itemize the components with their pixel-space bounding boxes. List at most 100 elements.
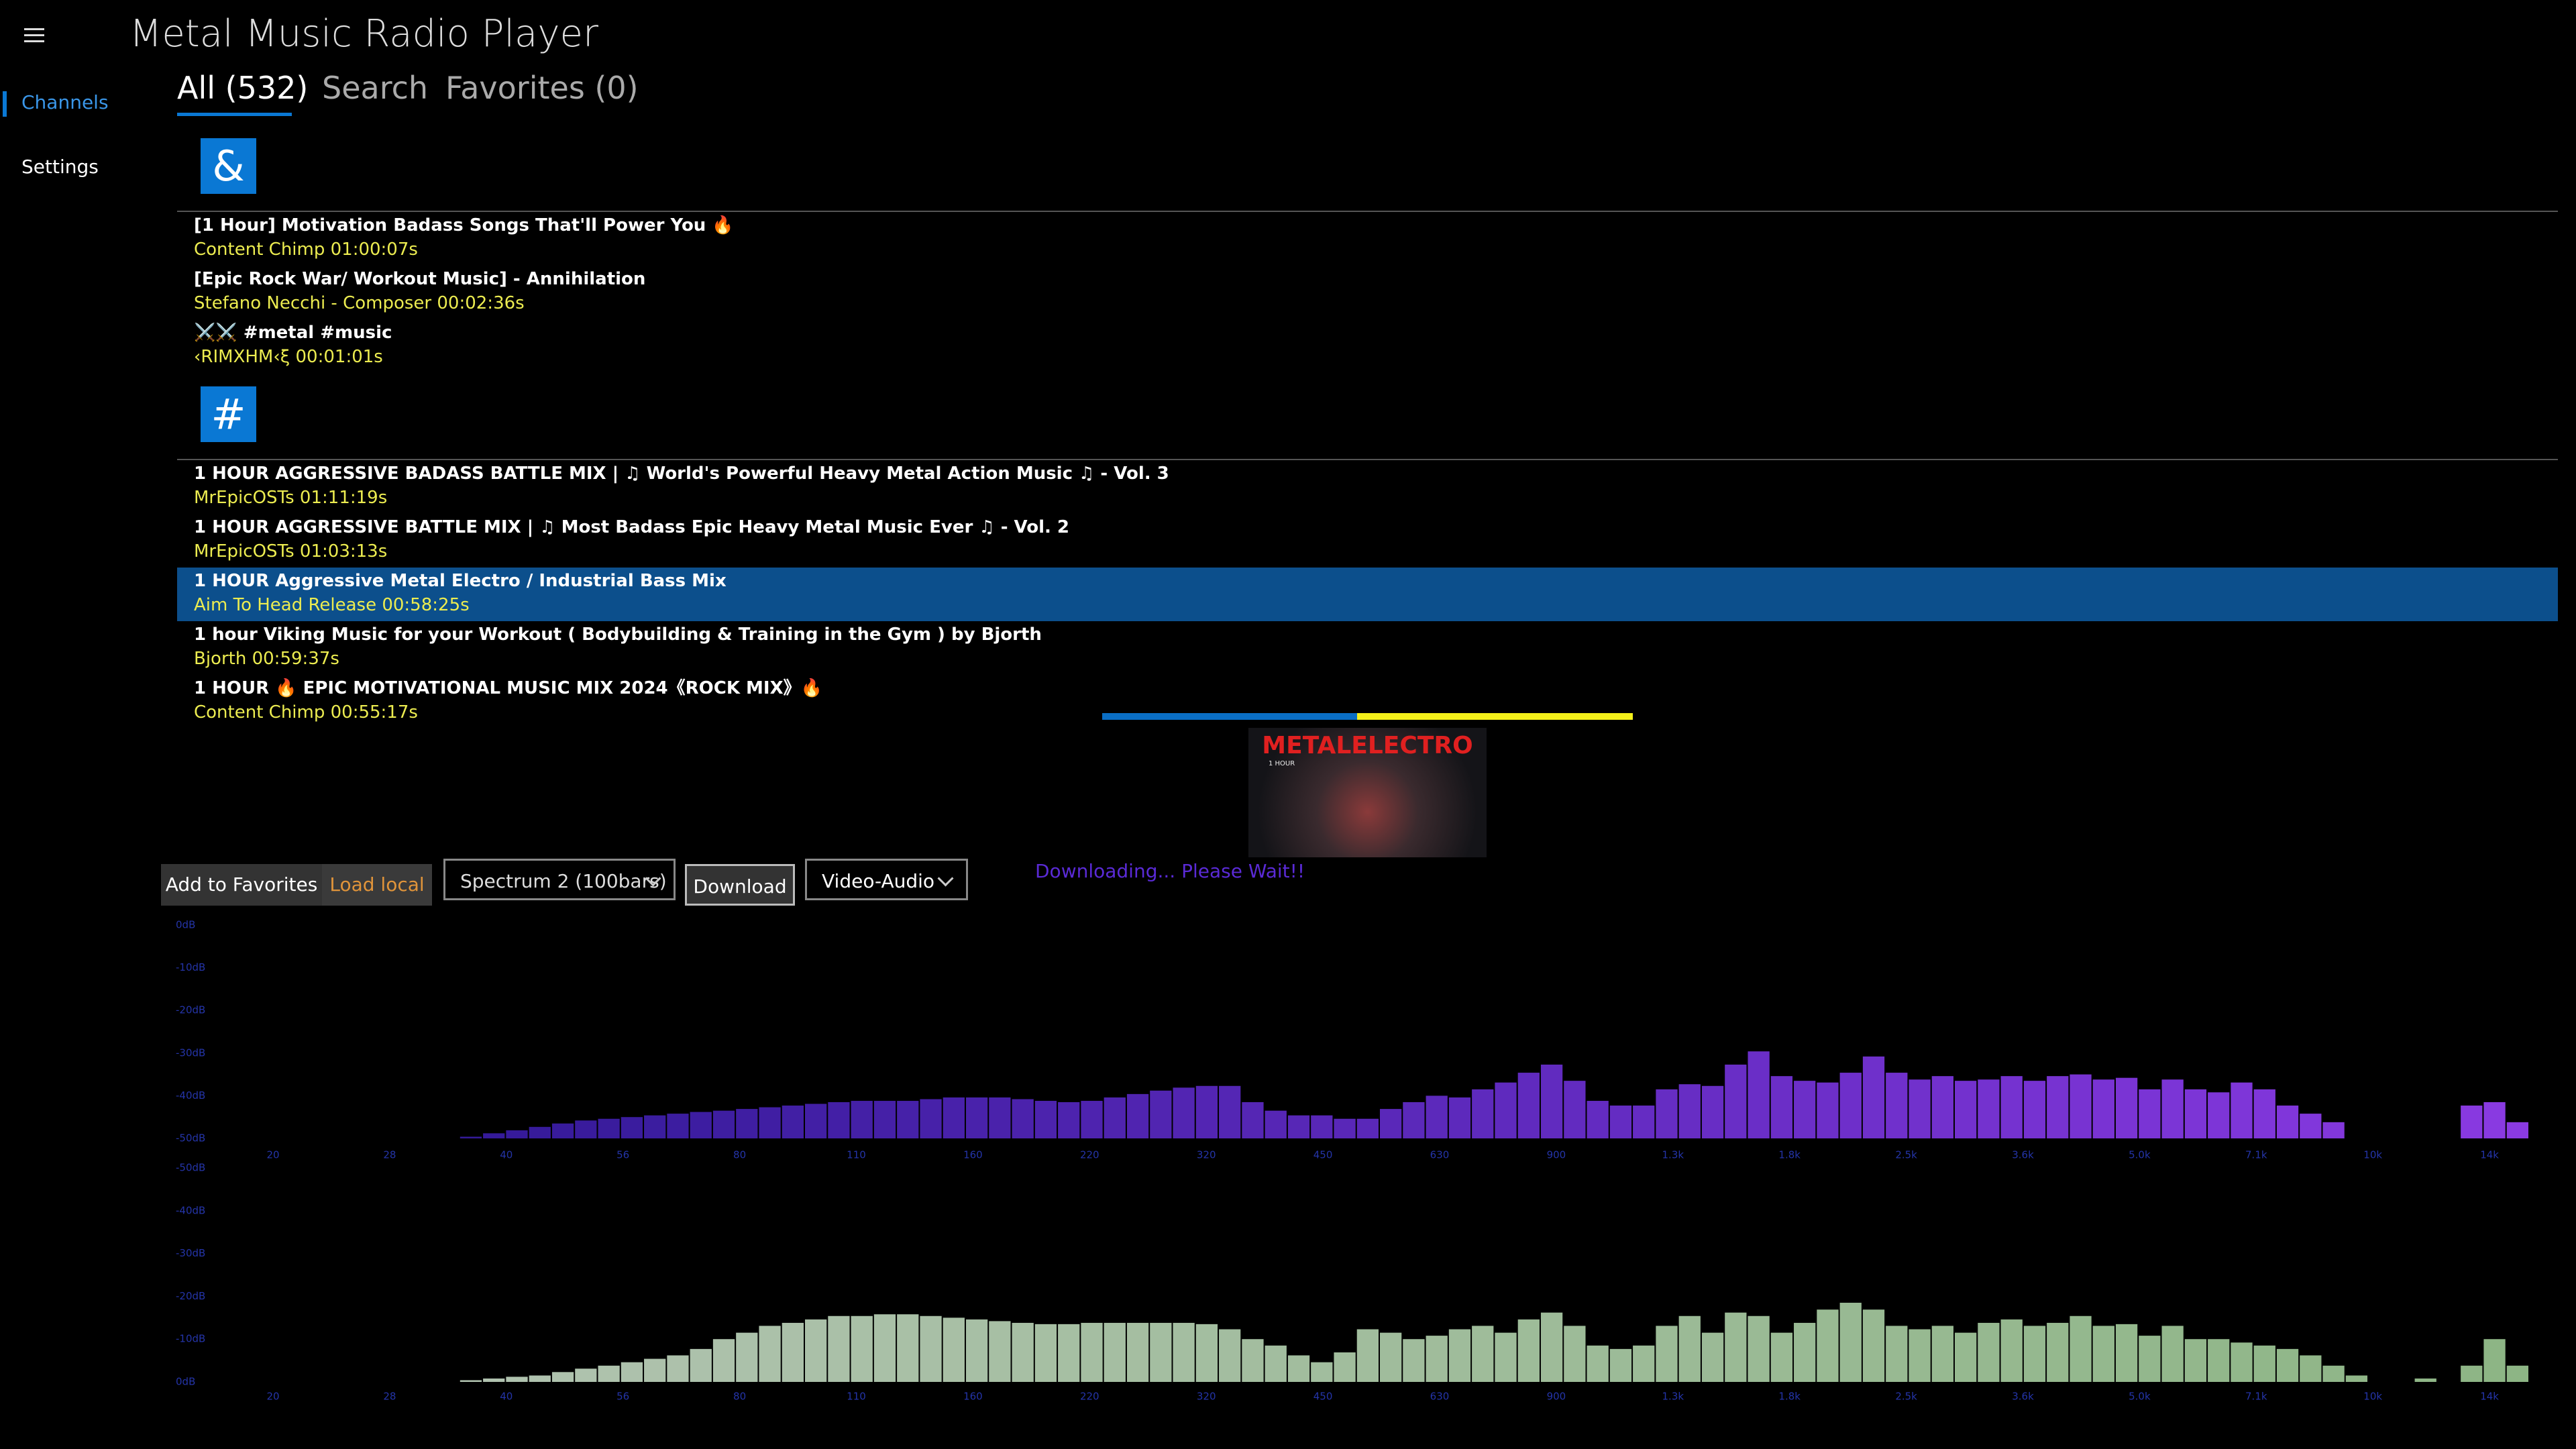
x-tick-label: 40 — [500, 1391, 513, 1403]
spectrum-bar — [1656, 1089, 1678, 1138]
spectrum-bar — [2184, 1089, 2207, 1138]
tab[interactable]: All (532) — [177, 70, 309, 106]
channel-item[interactable]: 1 HOUR 🔥 EPIC MOTIVATIONAL MUSIC MIX 202… — [177, 675, 2558, 724]
spectrum-bar — [1242, 1102, 1264, 1138]
spectrum-bar — [1311, 1115, 1333, 1138]
download-button[interactable]: Download — [685, 864, 795, 906]
spectrum-bar — [1012, 1099, 1034, 1138]
x-tick-label: 1.8k — [1778, 1391, 1801, 1403]
spectrum-bar — [2161, 1079, 2184, 1138]
channel-item[interactable]: 1 HOUR AGGRESSIVE BATTLE MIX | ♫ Most Ba… — [177, 514, 2558, 568]
channel-title: 1 HOUR 🔥 EPIC MOTIVATIONAL MUSIC MIX 202… — [194, 678, 822, 698]
spectrum-bar — [2047, 1076, 2069, 1138]
spectrum-bar — [1633, 1345, 1655, 1382]
spectrum-bar — [690, 1348, 712, 1382]
spectrum-bar — [1564, 1081, 1586, 1138]
y-tick-label: -10dB — [176, 1333, 205, 1345]
spectrum-bar — [2070, 1316, 2092, 1382]
y-tick-label: -10dB — [176, 961, 205, 973]
art-subtitle: 1 HOUR — [1269, 760, 1295, 767]
x-tick-label: 900 — [1547, 1391, 1566, 1403]
spectrum-bar — [1081, 1101, 1103, 1138]
spectrum-bar — [1978, 1322, 2000, 1382]
channel-item[interactable]: ⚔️⚔️ #metal #music ‹RIMXHM‹ξ 00:01:01s — [177, 319, 2558, 373]
spectrum-bar — [1195, 1324, 1218, 1382]
menu-button[interactable] — [24, 28, 44, 42]
spectrum-bar — [1173, 1087, 1195, 1138]
spectrum-bar — [965, 1319, 988, 1382]
progress-track — [1102, 713, 1633, 720]
x-tick-label: 1.3k — [1662, 1391, 1684, 1403]
spectrum-bar — [1356, 1118, 1379, 1138]
y-tick-label: -20dB — [176, 1290, 205, 1302]
spectrum-bar — [851, 1316, 873, 1382]
spectrum-bar — [2322, 1365, 2345, 1382]
spectrum-bar — [1587, 1345, 1609, 1382]
spectrum-bar — [1725, 1312, 1747, 1382]
spectrum-bar — [965, 1097, 988, 1138]
spectrum-bar — [1633, 1106, 1655, 1138]
spectrum-bar — [1448, 1329, 1471, 1382]
spectrum-bar — [460, 1380, 482, 1382]
spectrum-bar — [1334, 1118, 1356, 1138]
nav-item[interactable]: Channels — [21, 91, 109, 113]
channel-item[interactable]: 1 HOUR Aggressive Metal Electro / Indust… — [177, 568, 2558, 621]
spectrum-bar — [1978, 1079, 2000, 1138]
spectrum-bar — [2139, 1089, 2161, 1138]
x-tick-label: 10k — [2363, 1391, 2382, 1403]
spectrum-bar — [1150, 1090, 1172, 1138]
spectrum-bar — [2092, 1079, 2114, 1138]
spectrum-bar — [1495, 1332, 1517, 1382]
x-tick-label: 56 — [616, 1391, 629, 1403]
channel-item[interactable]: 1 HOUR AGGRESSIVE BADASS BATTLE MIX | ♫ … — [177, 460, 2558, 514]
spectrum-bar — [2300, 1114, 2322, 1138]
spectrum-bar — [873, 1314, 896, 1382]
spectrum-bar — [1770, 1076, 1793, 1138]
spectrum-bar — [1794, 1081, 1816, 1138]
x-tick-label: 2.5k — [1895, 1391, 1917, 1403]
channel-item[interactable]: 1 hour Viking Music for your Workout ( B… — [177, 621, 2558, 675]
spectrum-bar — [1955, 1081, 1977, 1138]
spectrum-bar — [1403, 1102, 1425, 1138]
spectrum-bar — [2000, 1076, 2023, 1138]
media-combo[interactable]: Video-Audio — [805, 859, 968, 900]
spectrum-bar — [2276, 1106, 2299, 1138]
x-tick-label: 2.5k — [1895, 1149, 1917, 1161]
spectrum-bar — [1886, 1073, 1908, 1138]
x-tick-label: 1.3k — [1662, 1149, 1684, 1161]
x-tick-label: 630 — [1430, 1149, 1450, 1161]
spectrum-bar — [2047, 1322, 2069, 1382]
spectrum-bar — [1126, 1322, 1149, 1382]
channel-title: 1 HOUR Aggressive Metal Electro / Indust… — [194, 571, 727, 591]
x-tick-label: 630 — [1430, 1391, 1450, 1403]
spectrum-bar — [1495, 1082, 1517, 1138]
x-tick-label: 320 — [1197, 1391, 1216, 1403]
tab[interactable]: Search — [322, 70, 429, 106]
spectrum-bar — [529, 1375, 551, 1382]
x-tick-label: 1.8k — [1778, 1149, 1801, 1161]
spectrum-bar — [1242, 1339, 1264, 1382]
spectrum-bar — [2461, 1365, 2483, 1382]
spectrum-combo[interactable]: Spectrum 2 (100bars) — [443, 859, 676, 900]
spectrum-bar — [1748, 1316, 1770, 1382]
spectrum-bar — [1678, 1316, 1701, 1382]
channel-title: ⚔️⚔️ #metal #music — [194, 323, 392, 343]
spectrum-bar — [1748, 1051, 1770, 1138]
load-local-button[interactable]: Load local — [322, 864, 432, 906]
channel-item[interactable]: [1 Hour] Motivation Badass Songs That'll… — [177, 212, 2558, 266]
spectrum-bar — [712, 1339, 735, 1382]
tab[interactable]: Favorites (0) — [445, 70, 639, 106]
channel-subtitle: Content Chimp 01:00:07s — [194, 239, 418, 260]
spectrum-bar — [2115, 1324, 2138, 1382]
channel-item[interactable]: [Epic Rock War/ Workout Music] - Annihil… — [177, 266, 2558, 319]
y-tick-label: 0dB — [176, 1376, 195, 1388]
spectrum-bar — [1104, 1097, 1126, 1138]
add-favorites-button[interactable]: Add to Favorites — [161, 864, 322, 906]
spectrum-bar — [2231, 1342, 2253, 1382]
nav-item[interactable]: Settings — [21, 156, 99, 178]
spectrum-bar — [1472, 1089, 1494, 1138]
channel-subtitle: Stefano Necchi - Composer 00:02:36s — [194, 293, 525, 313]
status-text: Downloading... Please Wait!! — [1035, 860, 1305, 882]
spectrum-bar — [529, 1126, 551, 1138]
